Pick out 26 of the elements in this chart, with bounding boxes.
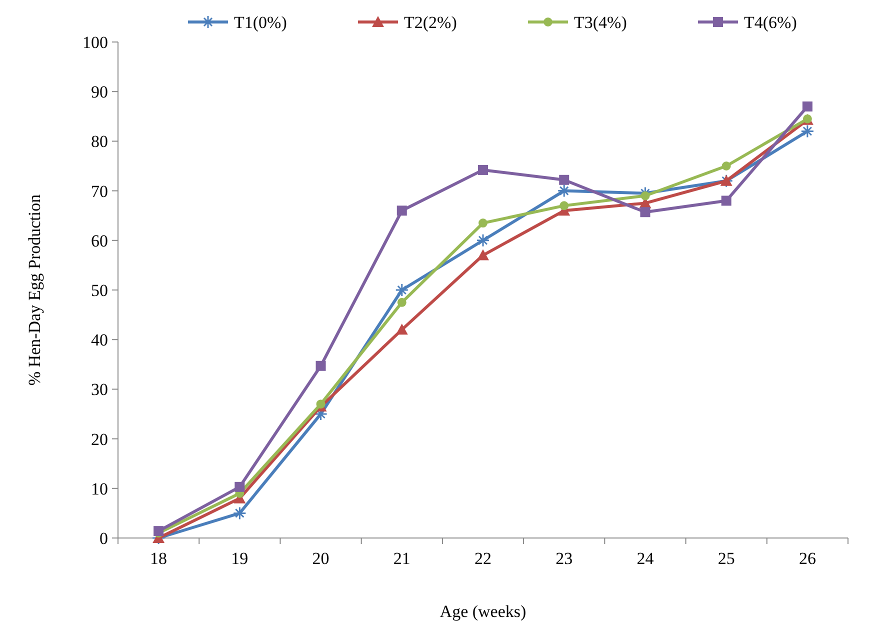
y-tick-label: 60 [91,231,108,250]
x-tick-label: 23 [556,549,573,568]
x-tick-label: 25 [718,549,735,568]
y-tick-label: 40 [91,330,108,350]
x-axis-title: Age (weeks) [440,602,526,621]
y-tick-label: 100 [82,32,108,52]
y-tick-label: 70 [91,182,108,201]
x-tick-label: 26 [798,549,816,568]
y-tick-label: 50 [91,280,108,300]
y-tick-label: 30 [91,380,108,400]
legend-label: T2(2%) [404,12,457,32]
x-tick-label: 20 [312,549,330,568]
x-tick-label: 21 [393,549,410,568]
x-tick-label: 19 [231,549,248,568]
y-tick-label: 20 [91,430,108,449]
y-tick-label: 10 [91,479,108,498]
y-axis-title: % Hen-Day Egg Production [25,194,44,386]
legend-label: T3(4%) [574,12,627,32]
x-tick-label: 24 [636,549,654,568]
x-tick-label: 18 [150,549,168,568]
x-tick-label: 22 [474,549,492,568]
legend-label: T4(6%) [744,12,797,32]
y-tick-label: 80 [91,132,108,152]
legend-label: T1(0%) [234,12,287,32]
y-tick-label: 0 [100,528,108,548]
y-tick-label: 90 [91,82,108,102]
